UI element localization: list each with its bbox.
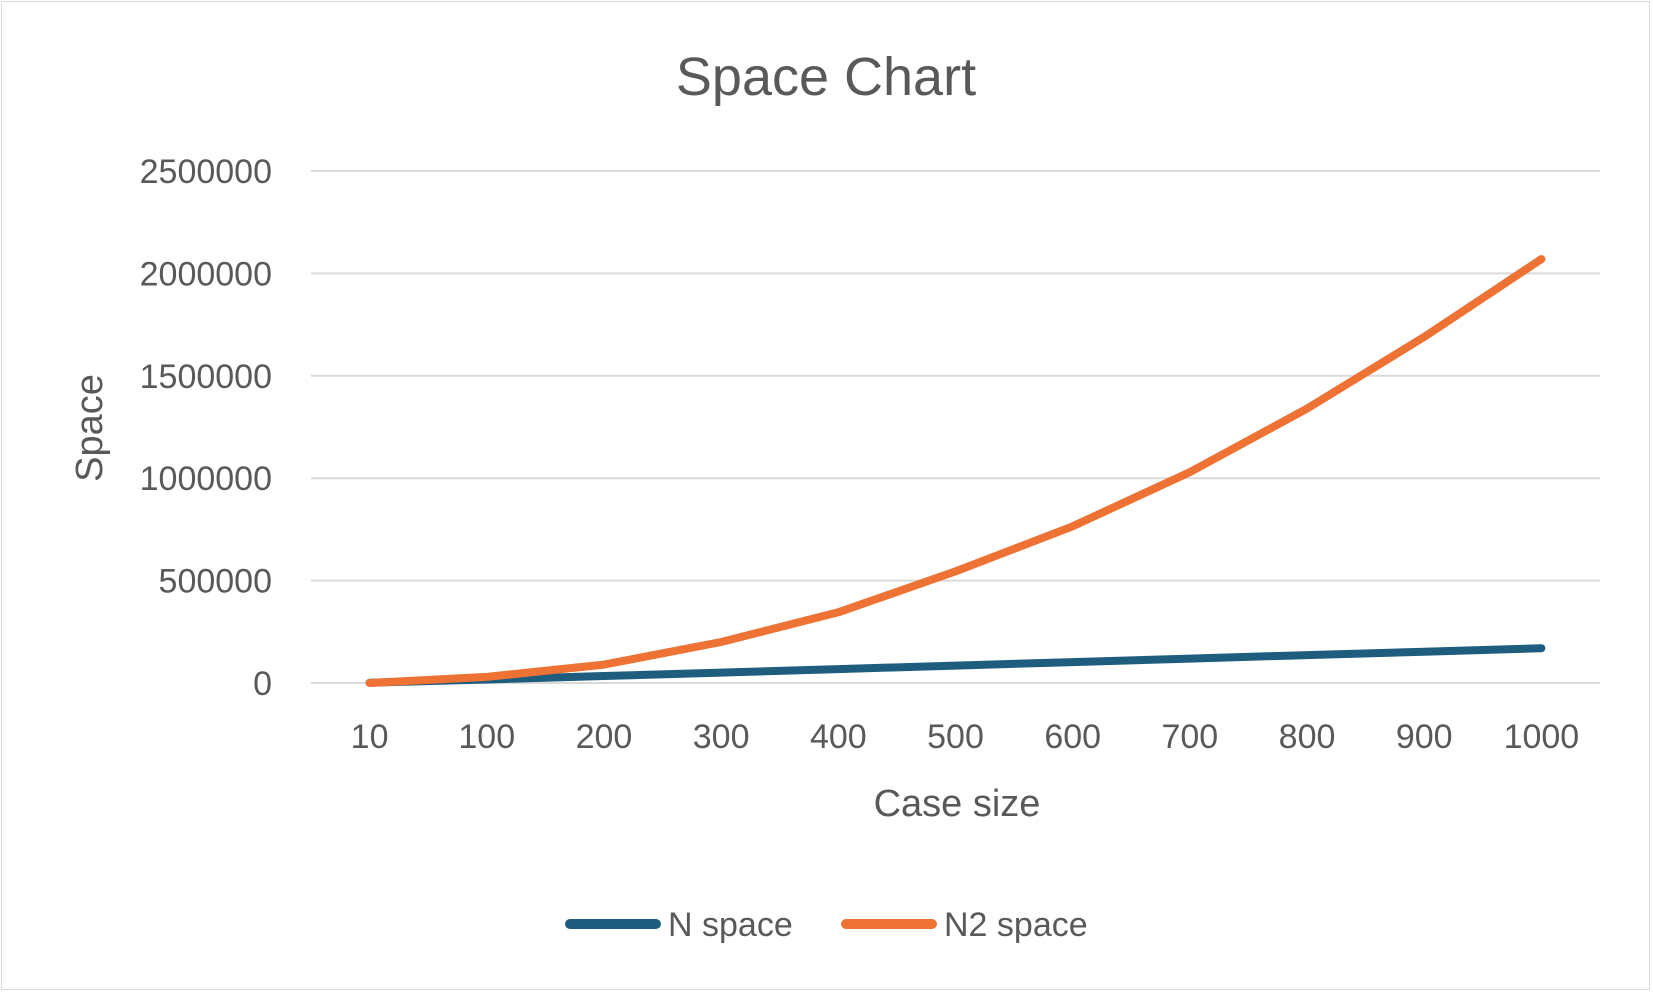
- y-tick-label: 2500000: [140, 153, 272, 191]
- y-tick-label: 1500000: [140, 358, 272, 396]
- x-axis-ticks: 10 100 200 300 400 500 600 700 800 900 1000: [351, 718, 1580, 756]
- series-line-2: [365, 255, 1546, 687]
- x-tick-label: 400: [810, 718, 867, 756]
- x-tick-label: 800: [1279, 718, 1336, 756]
- x-tick-label: 200: [576, 718, 633, 756]
- y-tick-label: 1000000: [140, 460, 272, 498]
- series-lines: [365, 255, 1546, 687]
- x-tick-label: 600: [1044, 718, 1101, 756]
- y-tick-label: 0: [253, 665, 272, 703]
- y-axis-title: Space: [69, 374, 111, 482]
- chart-title: Space Chart: [676, 47, 976, 107]
- x-tick-label: 300: [693, 718, 750, 756]
- x-tick-label: 700: [1161, 718, 1218, 756]
- legend-label: N space: [668, 906, 793, 944]
- x-axis-title: Case size: [874, 783, 1041, 825]
- y-tick-label: 500000: [159, 563, 272, 601]
- series-line-1: [365, 644, 1546, 687]
- x-tick-label: 900: [1396, 718, 1453, 756]
- y-tick-label: 2000000: [140, 255, 272, 293]
- x-tick-label: 500: [927, 718, 984, 756]
- x-tick-label: 100: [458, 718, 515, 756]
- legend-label: N2 space: [944, 906, 1088, 944]
- legend: N space N2 space: [565, 906, 1088, 944]
- x-tick-label: 1000: [1504, 718, 1580, 756]
- y-axis-ticks: 0 500000 1000000 1500000 2000000 2500000: [140, 153, 272, 703]
- x-tick-label: 10: [351, 718, 389, 756]
- gridlines: [311, 170, 1600, 684]
